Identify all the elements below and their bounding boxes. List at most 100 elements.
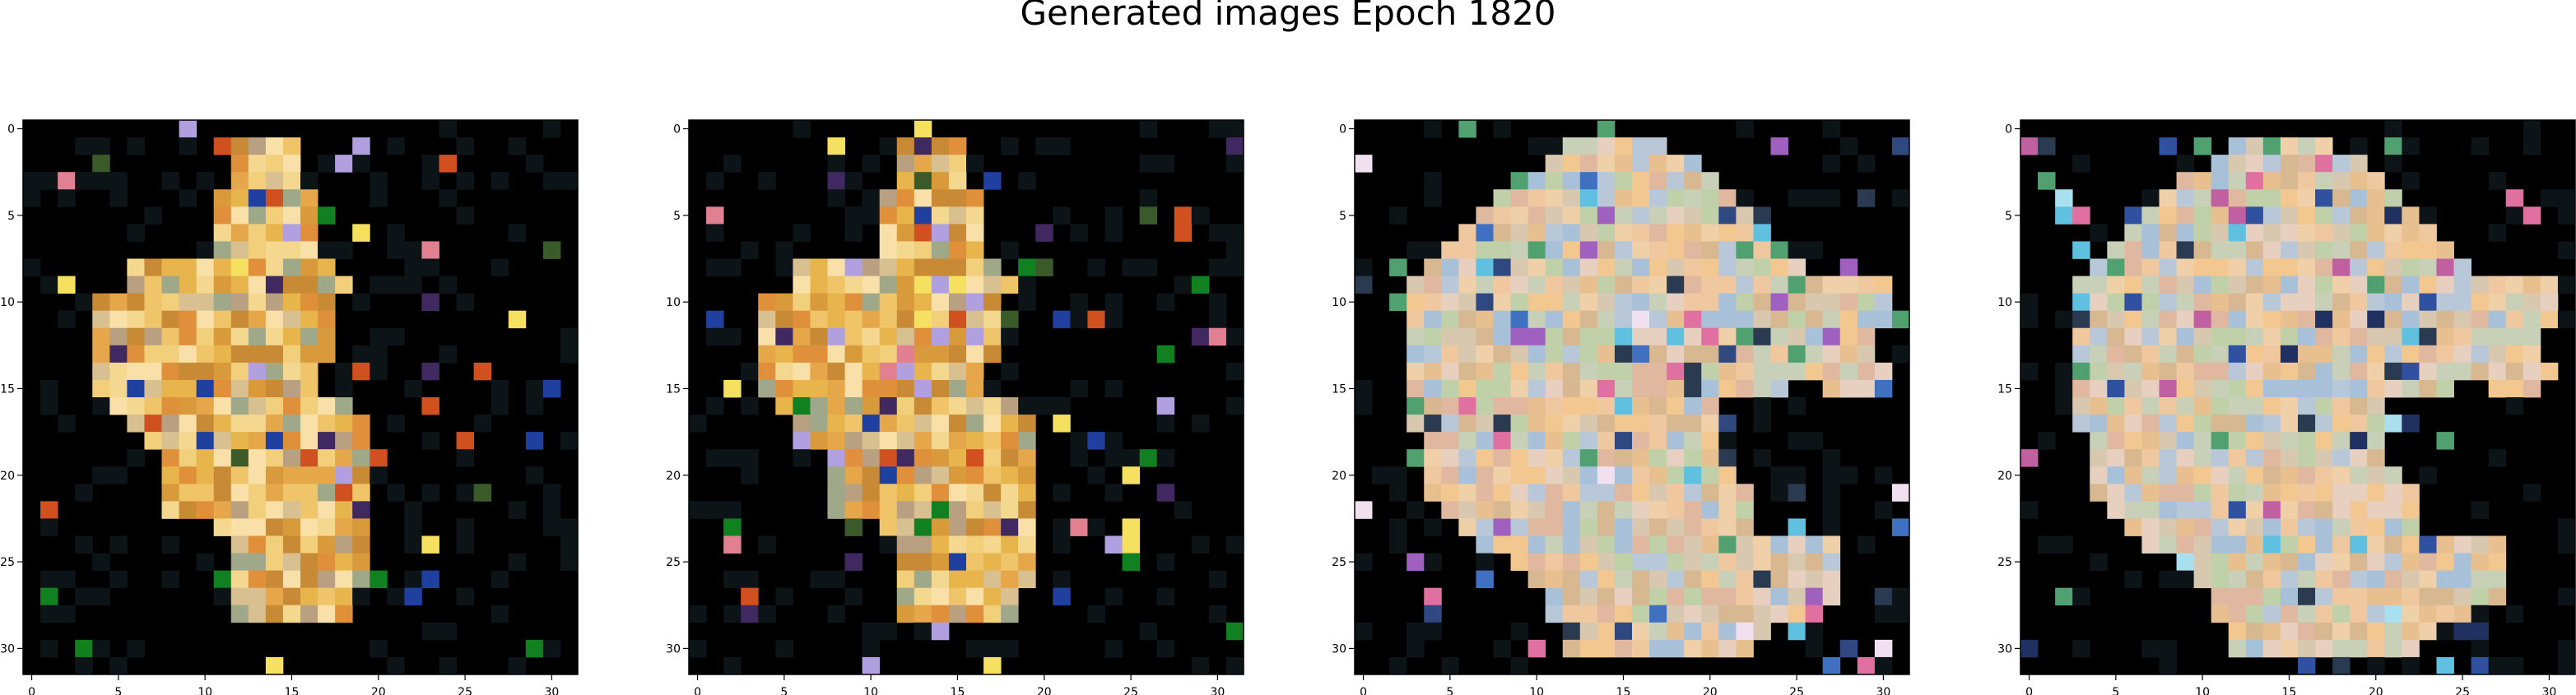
heatmap-cell (127, 258, 145, 276)
heatmap-cell (109, 310, 128, 329)
heatmap-cell (1667, 466, 1685, 484)
heatmap-cell (2402, 605, 2420, 623)
heatmap-cell (179, 345, 198, 364)
heatmap-cell (40, 379, 58, 398)
heatmap-cell (213, 501, 232, 519)
x-tick-label: 10 (863, 686, 878, 695)
heatmap-cell (421, 484, 439, 502)
heatmap-cell (1001, 432, 1019, 450)
heatmap-cell (1070, 432, 1088, 450)
heatmap-cell (1407, 310, 1425, 329)
heatmap-cell (213, 276, 232, 294)
heatmap-cell (2280, 345, 2299, 364)
heatmap-cell (896, 449, 915, 467)
heatmap-cell (2090, 466, 2108, 484)
heatmap-cell (879, 137, 898, 155)
heatmap-cell (2367, 535, 2385, 554)
heatmap-cell (1562, 379, 1581, 398)
heatmap-cell (1355, 553, 1373, 572)
heatmap-cell (844, 362, 863, 381)
heatmap-cell (2193, 327, 2212, 346)
heatmap-cell (282, 258, 301, 276)
heatmap-cell (896, 397, 915, 415)
heatmap-cell (2262, 484, 2281, 502)
heatmap-cell (1805, 293, 1824, 312)
heatmap-cell (265, 484, 284, 502)
heatmap-cell (1476, 310, 1494, 329)
heatmap-cell (862, 327, 881, 346)
heatmap-cell (300, 172, 319, 190)
heatmap-cell (2228, 466, 2247, 484)
heatmap-cell (1701, 362, 1719, 381)
heatmap-cell (914, 605, 932, 623)
heatmap-cell (2367, 605, 2385, 623)
heatmap-cell (179, 137, 198, 155)
heatmap-cell (2384, 293, 2402, 312)
heatmap-cell (1597, 189, 1616, 207)
heatmap-cell (1718, 310, 1737, 329)
heatmap-cell (1667, 293, 1685, 312)
heatmap-cell (1788, 605, 1806, 623)
heatmap-cell (2090, 345, 2108, 364)
heatmap-cell (1545, 466, 1564, 484)
heatmap-cell (1139, 449, 1158, 467)
heatmap-cell (879, 432, 898, 450)
heatmap-cell (1805, 570, 1824, 589)
heatmap-cell (421, 155, 439, 173)
heatmap-cell (1493, 484, 1511, 502)
heatmap-cell (1476, 362, 1494, 381)
heatmap-cell (318, 605, 336, 623)
heatmap-cell (1018, 432, 1036, 450)
heatmap-cell (92, 172, 110, 190)
heatmap-cell (2419, 570, 2437, 589)
heatmap-cell (1510, 345, 1529, 364)
heatmap-cell (1035, 258, 1053, 276)
heatmap-cell (265, 656, 284, 675)
heatmap-cell (2367, 449, 2385, 467)
heatmap-cell (1001, 449, 1019, 467)
heatmap-cell (2505, 293, 2524, 312)
heatmap-cell (1424, 172, 1442, 190)
heatmap-cell (1667, 484, 1685, 502)
heatmap-cell (196, 276, 215, 294)
heatmap-cell (1891, 484, 1910, 502)
heatmap-cell (1545, 535, 1564, 554)
heatmap-cell (1441, 362, 1459, 381)
heatmap-cell (2523, 362, 2541, 381)
heatmap-cell (1597, 484, 1616, 502)
heatmap-cell (2245, 189, 2264, 207)
heatmap-cell (318, 553, 336, 572)
heatmap-cell (1579, 466, 1598, 484)
heatmap-cell (1736, 345, 1754, 364)
heatmap-cell (2176, 432, 2195, 450)
heatmap-cell (1770, 535, 1788, 554)
heatmap-cell (1001, 466, 1019, 484)
heatmap-cell (948, 553, 967, 572)
heatmap-cell (144, 397, 162, 415)
heatmap-cell (196, 310, 215, 329)
heatmap-cell (161, 327, 179, 346)
heatmap-cell (2332, 656, 2350, 675)
heatmap-cell (1225, 224, 1244, 242)
heatmap-cell (1753, 362, 1771, 381)
heatmap-cell (387, 241, 405, 259)
heatmap-cell (1441, 241, 1459, 259)
heatmap-cell (213, 345, 232, 364)
heatmap-cell (1355, 501, 1373, 519)
heatmap-cell (2419, 241, 2437, 259)
heatmap-cell (2193, 276, 2212, 294)
heatmap-cell (914, 172, 932, 190)
heatmap-cell (1649, 518, 1667, 536)
heatmap-cell (758, 327, 776, 346)
heatmap-cell (1562, 605, 1581, 623)
heatmap-cell (827, 466, 845, 484)
heatmap-cell (2332, 501, 2350, 519)
heatmap-cell (2228, 310, 2247, 329)
heatmap-cell (1770, 605, 1788, 623)
heatmap-cell (1104, 432, 1123, 450)
heatmap-cell (2159, 206, 2177, 225)
heatmap-cell (2228, 241, 2247, 259)
heatmap-cell (2072, 327, 2090, 346)
